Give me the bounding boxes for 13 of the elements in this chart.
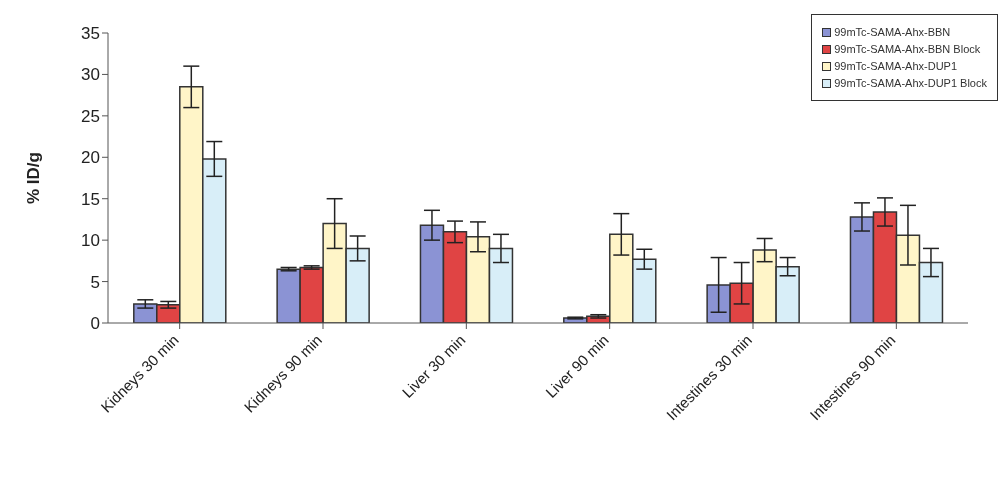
y-axis-title: % ID/g [24, 152, 44, 204]
legend-label: 99mTc-SAMA-Ahx-BBN [834, 26, 951, 38]
legend-label: 99mTc-SAMA-Ahx-DUP1 Block [834, 77, 987, 89]
y-tick-label: 10 [81, 231, 100, 251]
y-tick-label: 0 [90, 314, 100, 334]
y-tick-label: 35 [81, 24, 100, 44]
y-tick-label: 20 [81, 148, 100, 168]
y-tick-label: 25 [81, 106, 100, 126]
y-tick-label: 30 [81, 65, 100, 85]
legend-label: 99mTc-SAMA-Ahx-DUP1 [834, 60, 958, 72]
y-tick-label: 15 [81, 189, 100, 209]
y-tick-label: 5 [90, 272, 100, 292]
legend-label: 99mTc-SAMA-Ahx-BBN Block [834, 43, 981, 55]
